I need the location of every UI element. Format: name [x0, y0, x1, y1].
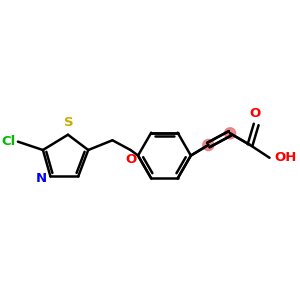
Text: O: O	[249, 107, 260, 120]
Text: O: O	[125, 153, 136, 166]
Text: N: N	[36, 172, 47, 185]
Circle shape	[224, 128, 236, 139]
Text: Cl: Cl	[2, 135, 16, 148]
Text: OH: OH	[274, 151, 297, 164]
Circle shape	[203, 140, 214, 151]
Text: S: S	[64, 116, 73, 129]
